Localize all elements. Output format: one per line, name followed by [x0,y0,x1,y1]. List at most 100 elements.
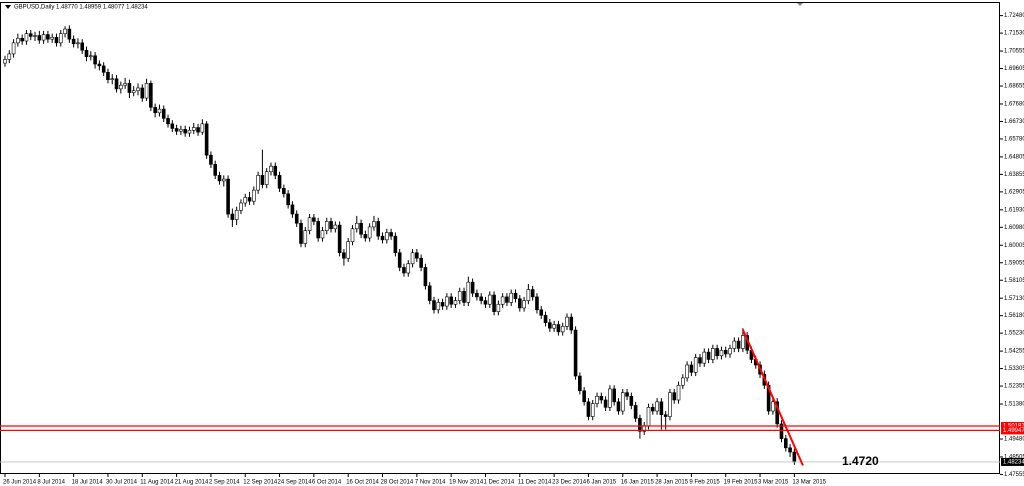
candle-body [440,302,445,307]
y-tick-label: 1.68655 [1004,84,1024,90]
candle-body [681,377,685,386]
candle-body [372,221,376,228]
x-tick-label: 11 Aug 2014 [140,480,174,486]
x-tick-label: 13 Mar 2015 [792,480,826,486]
candle-body [380,235,385,241]
candle-body [221,178,226,182]
candle-body [689,364,694,373]
candle-body [410,252,415,265]
candle-body [389,232,393,237]
x-tick-label: 6 Jan 2015 [586,480,616,486]
price-label: 1.49947 [1003,428,1024,434]
candle-body [715,348,719,357]
candle-body [71,38,76,45]
candle-body [11,42,16,55]
shift-marker [797,3,803,6]
candle-body [672,392,677,401]
candle-body [196,127,200,133]
candle-body [479,296,483,301]
candle-body [685,364,689,379]
candle-body [522,300,526,309]
candle-body [500,296,505,305]
candle-body [93,55,97,65]
candle-body [114,78,119,90]
candle-body [427,285,432,301]
x-tick-label: 8 Jul 2014 [37,480,65,486]
candle-body [33,35,37,37]
y-tick-label: 1.60005 [1004,243,1024,249]
candle-body [3,59,7,64]
candle-body [183,129,187,134]
candle-body [650,407,655,412]
candle-body [136,87,140,92]
y-tick-label: 1.71530 [1004,31,1024,37]
candle-body [569,316,574,331]
candle-body [46,34,50,40]
x-tick-label: 11 Dec 2014 [518,480,552,486]
y-tick-label: 1.61930 [1004,207,1024,213]
candle-body [462,291,466,303]
candle-body [432,300,436,311]
candle-body [41,34,46,41]
x-tick-label: 16 Oct 2014 [346,480,379,486]
candle-body [50,37,54,40]
candle-body [54,37,59,44]
candle-body [676,384,681,401]
candle-body [170,123,175,129]
candle-body [616,401,621,412]
candle-body [595,395,599,404]
candle-body [367,226,372,239]
candle-body [213,164,218,176]
candle-body [419,257,423,268]
y-tick-label: 1.56180 [1004,313,1024,319]
candle-body [342,252,346,259]
candle-body [719,349,724,357]
candle-body [582,390,586,403]
candle-body [397,252,402,268]
candle-body [505,296,509,303]
candle-body [337,224,342,254]
candle-body [16,37,20,44]
candle-body [286,193,290,206]
candle-body [269,165,273,173]
candle-body [149,83,153,108]
candle-body [329,221,333,230]
candle-body [590,403,595,417]
candle-body [359,222,363,235]
candle-body [475,292,479,298]
candle-body [603,399,608,408]
candle-body [788,447,792,453]
y-tick-label: 1.49480 [1004,437,1024,443]
candle-body [599,395,604,401]
candle-body [565,316,569,327]
price-label-box [1001,426,1024,435]
candle-body [659,401,664,416]
candle-body [436,302,441,311]
x-tick-label: 6 Oct 2014 [312,480,342,486]
annotation: 1.4720 [842,454,879,468]
candle-body [299,222,303,244]
candle-body [346,241,351,259]
price-label-box [1001,421,1024,430]
candle-body [376,221,381,237]
bid-label: 1.48234 [1003,460,1024,466]
candle-body [28,33,33,37]
candle-body [530,289,535,298]
candle-body [548,322,552,329]
candle-body [161,108,166,119]
candle-body [58,33,63,44]
y-tick-label: 1.70555 [1004,49,1024,55]
candle-body [457,291,462,301]
candle-body [123,83,127,86]
candle-body [282,187,286,195]
candle-body [539,309,544,316]
candle-body [320,230,325,239]
y-tick-label: 1.55230 [1004,331,1024,337]
candle-body [663,414,668,417]
candle-body [277,175,282,189]
candle-body [513,292,518,300]
candle-body [303,230,308,244]
x-tick-label: 2 Sep 2014 [209,480,240,486]
y-tick-label: 1.65780 [1004,137,1024,143]
menu-icon[interactable] [5,5,11,9]
